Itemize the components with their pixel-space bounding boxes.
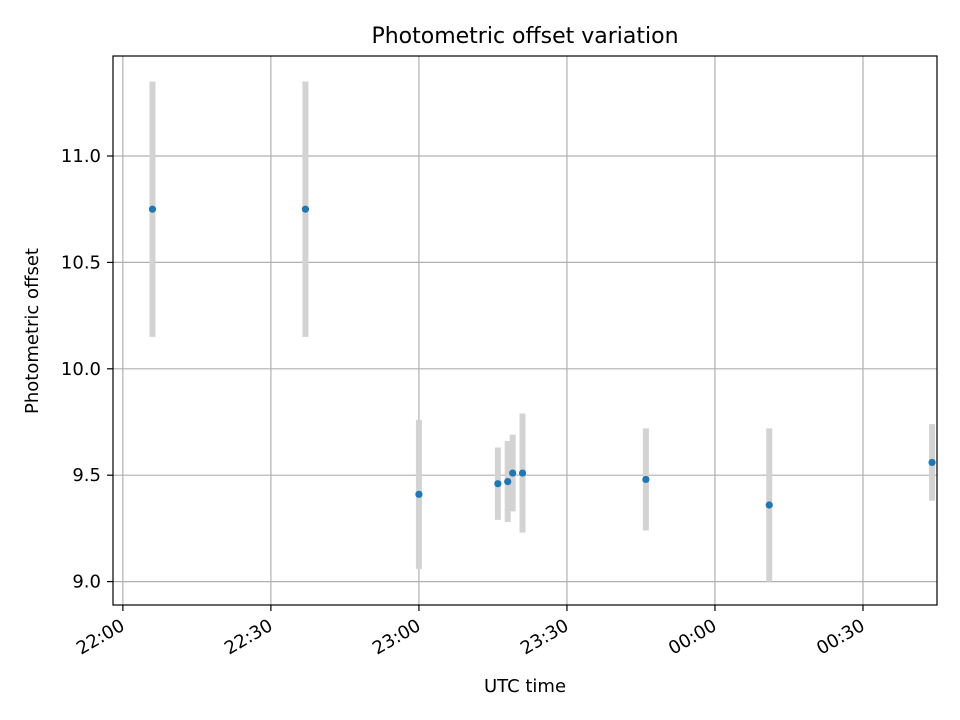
data-point [494, 480, 502, 488]
y-tick-label: 11.0 [61, 146, 101, 167]
y-axis: 9.0 9.5 10.0 10.5 11.0 [61, 146, 113, 593]
y-tick-label: 10.0 [61, 359, 101, 380]
x-tick-label: 22:30 [221, 615, 276, 659]
data-point [518, 469, 527, 477]
chart-title: Photometric offset variation [371, 24, 678, 49]
data-point [415, 490, 423, 498]
y-tick-label: 9.0 [72, 572, 101, 593]
data-point [504, 477, 512, 486]
x-axis-label: UTC time [484, 676, 566, 697]
grid [113, 56, 937, 605]
data-point [509, 469, 517, 477]
data-point [928, 458, 936, 467]
data-point [301, 205, 310, 213]
x-tick-label: 23:30 [517, 615, 572, 659]
data-point [642, 475, 650, 484]
x-tick-label: 22:00 [73, 615, 128, 659]
x-tick-label: 00:30 [813, 615, 868, 659]
y-axis-label: Photometric offset [22, 248, 43, 414]
x-tick-label: 00:00 [665, 615, 720, 659]
data-points [148, 205, 936, 509]
data-point [148, 205, 157, 213]
y-tick-label: 9.5 [72, 465, 101, 486]
y-tick-label: 10.5 [61, 252, 101, 273]
x-tick-label: 23:00 [369, 615, 424, 659]
data-point [765, 501, 773, 509]
plot-frame [112, 55, 938, 606]
x-axis: 22:00 22:30 23:00 23:30 00:00 00:30 [73, 605, 868, 659]
